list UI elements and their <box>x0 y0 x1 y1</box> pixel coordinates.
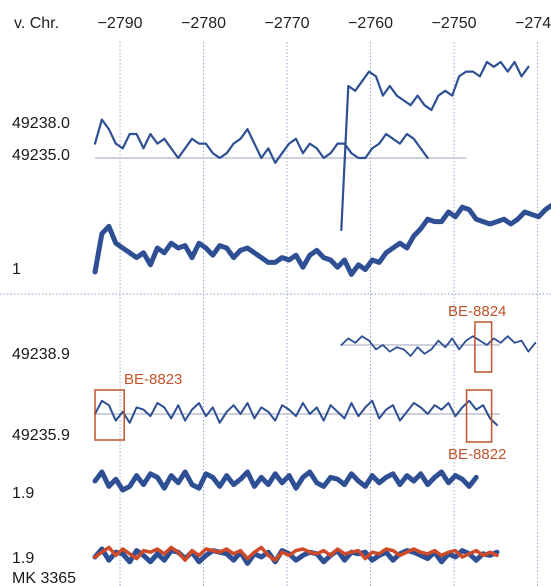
row-label-5: 49235.9 <box>12 427 70 444</box>
annotation-box-1 <box>94 389 125 441</box>
row-label-8: MK 3365 <box>12 570 76 586</box>
x-tick-label-0: −2790 <box>98 15 143 32</box>
row-label-1: 49238.0 <box>12 115 70 132</box>
x-tick-label-1: −2780 <box>181 15 226 32</box>
series-line-5 <box>92 469 479 493</box>
x-tick-label-4: −2750 <box>432 15 477 32</box>
annotation-box-2 <box>465 389 493 443</box>
x-tick-label-5: −2740 <box>515 15 551 32</box>
series-line-4 <box>94 399 498 426</box>
row-label-3: 1 <box>12 261 21 278</box>
axis-prefix-label: v. Chr. <box>14 15 59 32</box>
annotation-label-1: BE-8823 <box>124 371 182 388</box>
annotation-label-0: BE-8824 <box>448 303 506 320</box>
series-line-7 <box>93 545 499 562</box>
series-line-0 <box>93 118 429 164</box>
row-label-2: 49235.0 <box>12 147 70 164</box>
row-label-7: 1.9 <box>12 550 34 567</box>
x-tick-label-2: −2770 <box>265 15 310 32</box>
text-layer: v. Chr. 49238.0 49235.0 1 49238.9 49235.… <box>12 15 551 586</box>
series-line-6 <box>92 546 500 566</box>
series-line-1 <box>340 60 530 232</box>
row-label-4: 49238.9 <box>12 346 70 363</box>
annotation-box-0 <box>474 321 493 373</box>
x-tick-label-3: −2760 <box>348 15 393 32</box>
annotation-label-2: BE-8822 <box>448 446 506 463</box>
series-layer <box>92 60 551 566</box>
annotation-layer: BE-8824 BE-8823 BE-8822 <box>94 303 506 463</box>
series-line-3 <box>340 335 537 357</box>
row-label-6: 1.9 <box>12 485 34 502</box>
series-line-2 <box>92 202 551 277</box>
